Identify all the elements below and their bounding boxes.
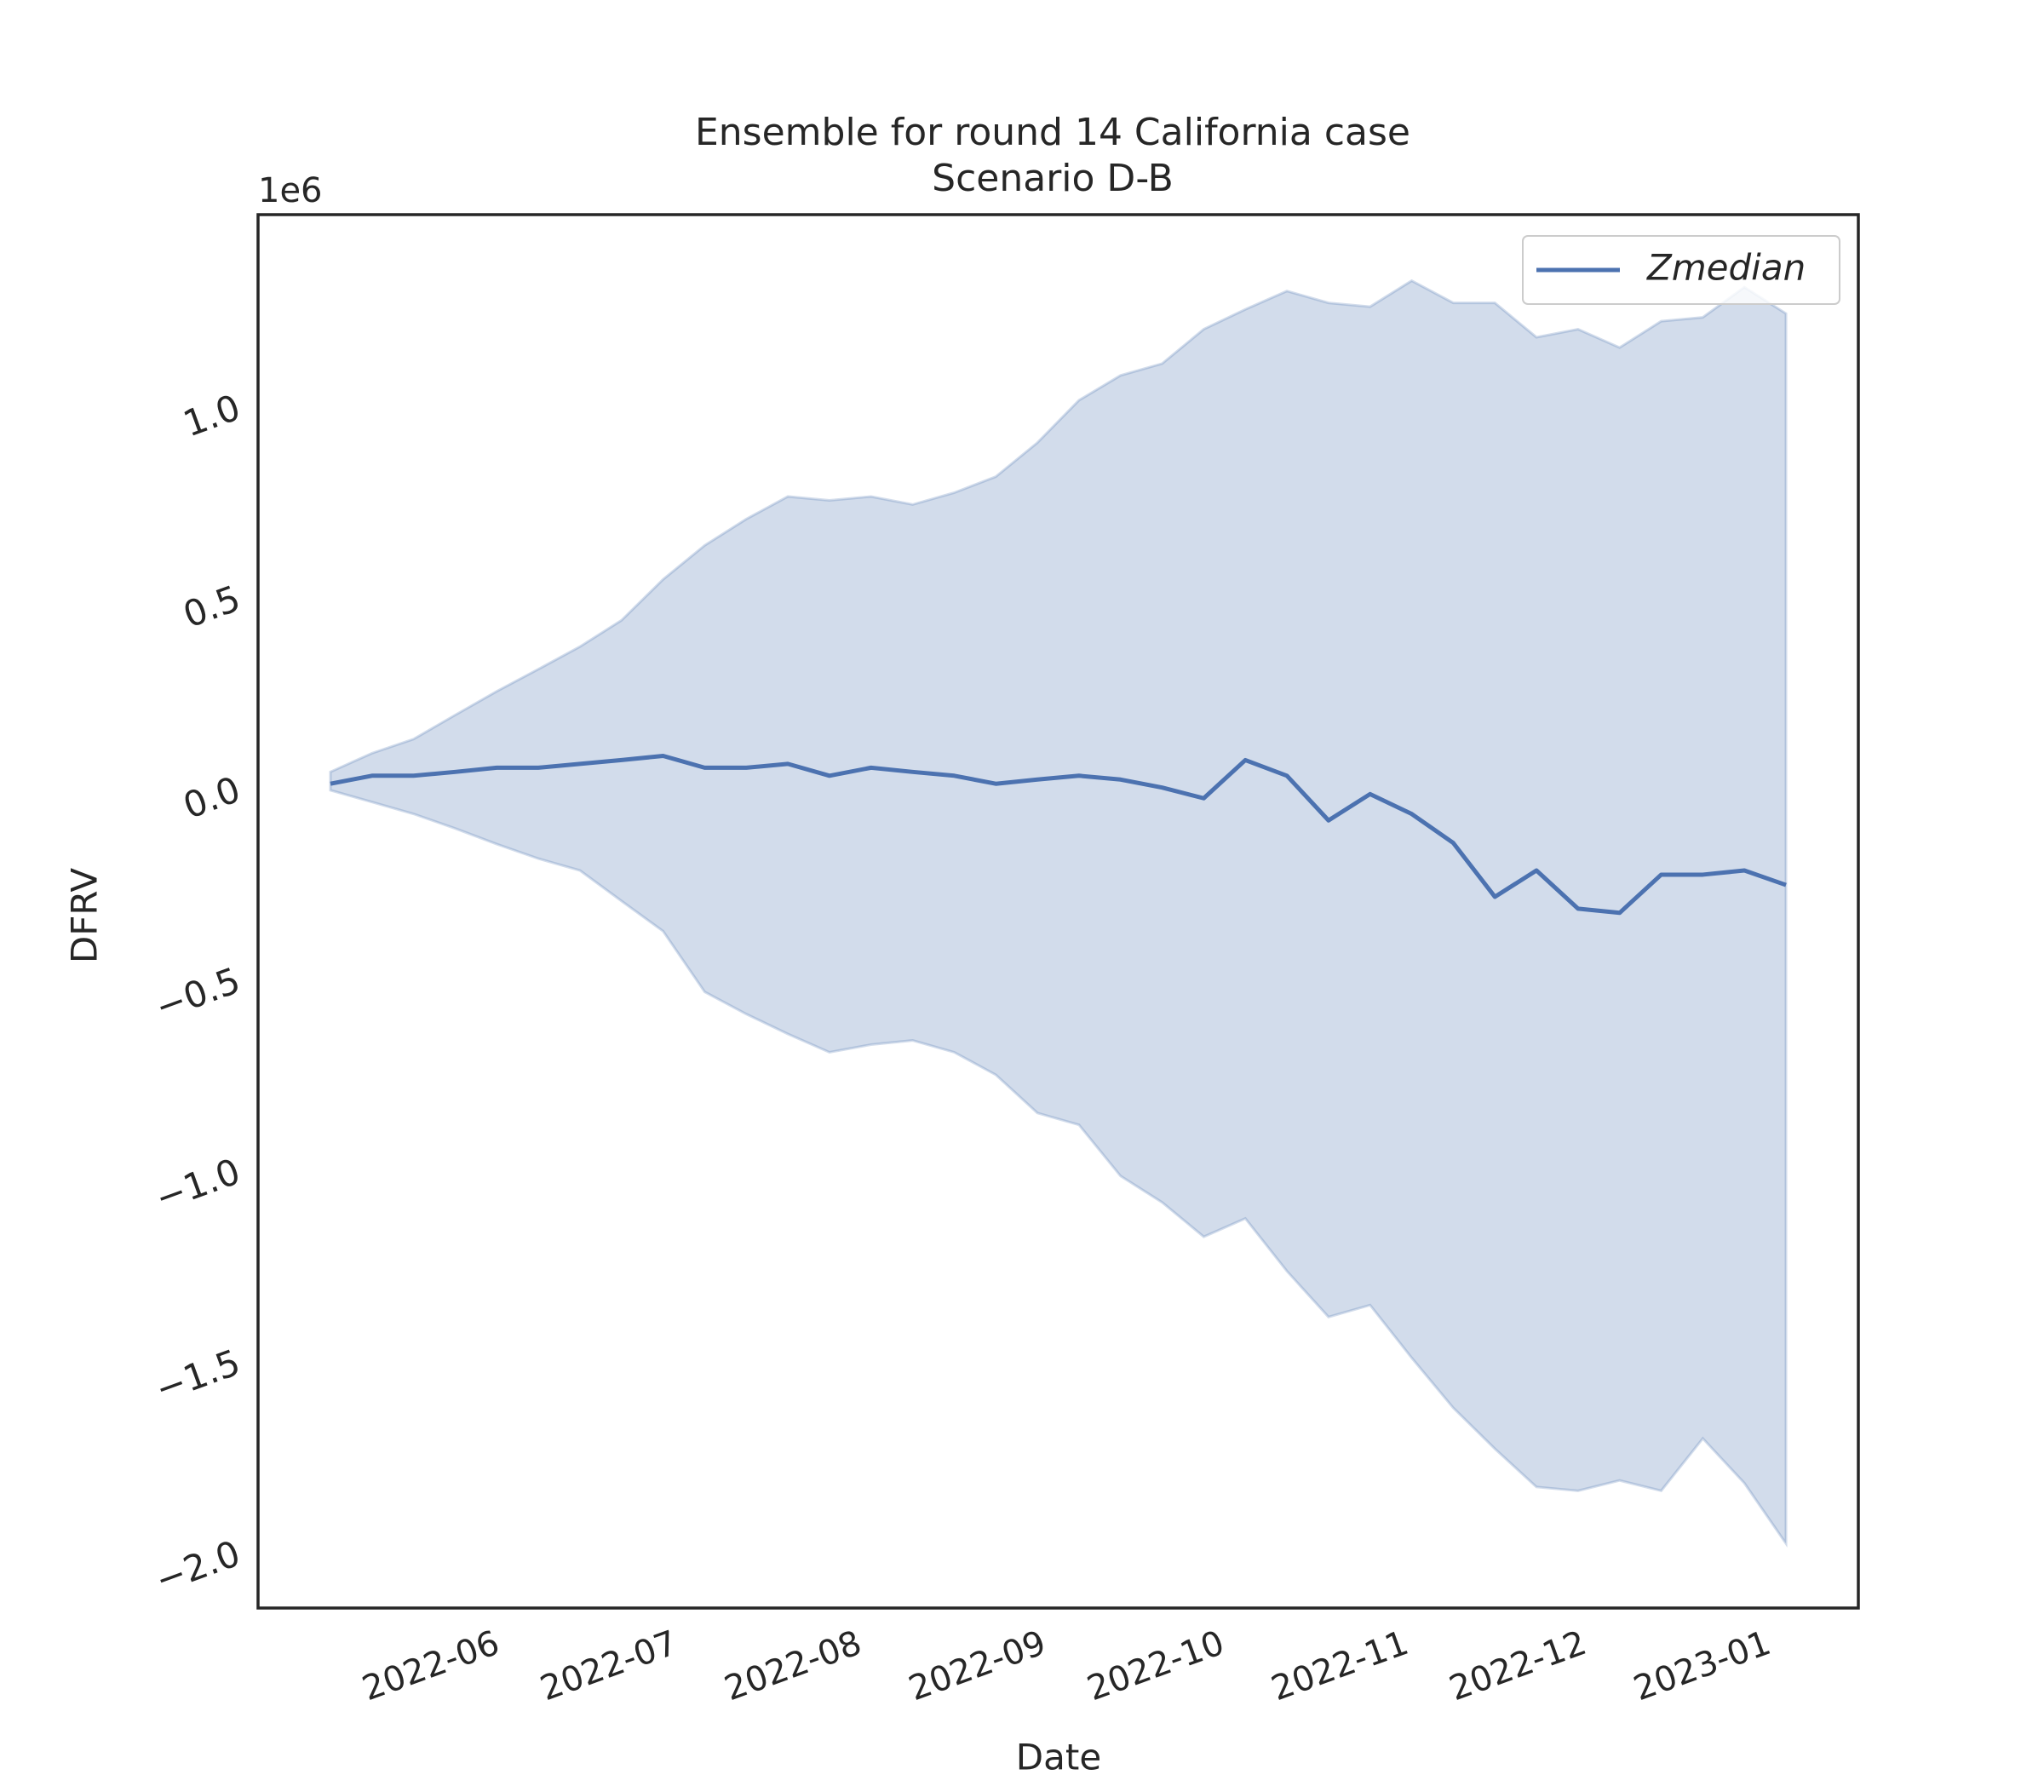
legend-box xyxy=(1522,235,1840,305)
chart-subtitle: Scenario D-B xyxy=(932,157,1174,200)
offset-label: 1e6 xyxy=(258,171,323,210)
legend-label: Zmedian xyxy=(1646,247,1806,289)
axes-frame xyxy=(256,213,1860,1610)
x-axis-label: Date xyxy=(1016,1737,1101,1778)
uncertainty-band xyxy=(329,279,1788,1548)
chart-title: Ensemble for round 14 California case xyxy=(695,111,1410,154)
median-line xyxy=(330,753,1787,916)
y-axis-label: DFRV xyxy=(64,868,106,963)
